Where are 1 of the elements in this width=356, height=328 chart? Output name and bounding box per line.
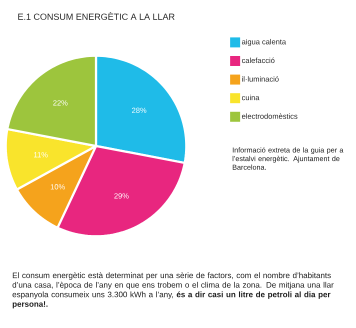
chart-title: E.1 CONSUM ENERGÈTIC A LA LLAR — [18, 12, 175, 20]
